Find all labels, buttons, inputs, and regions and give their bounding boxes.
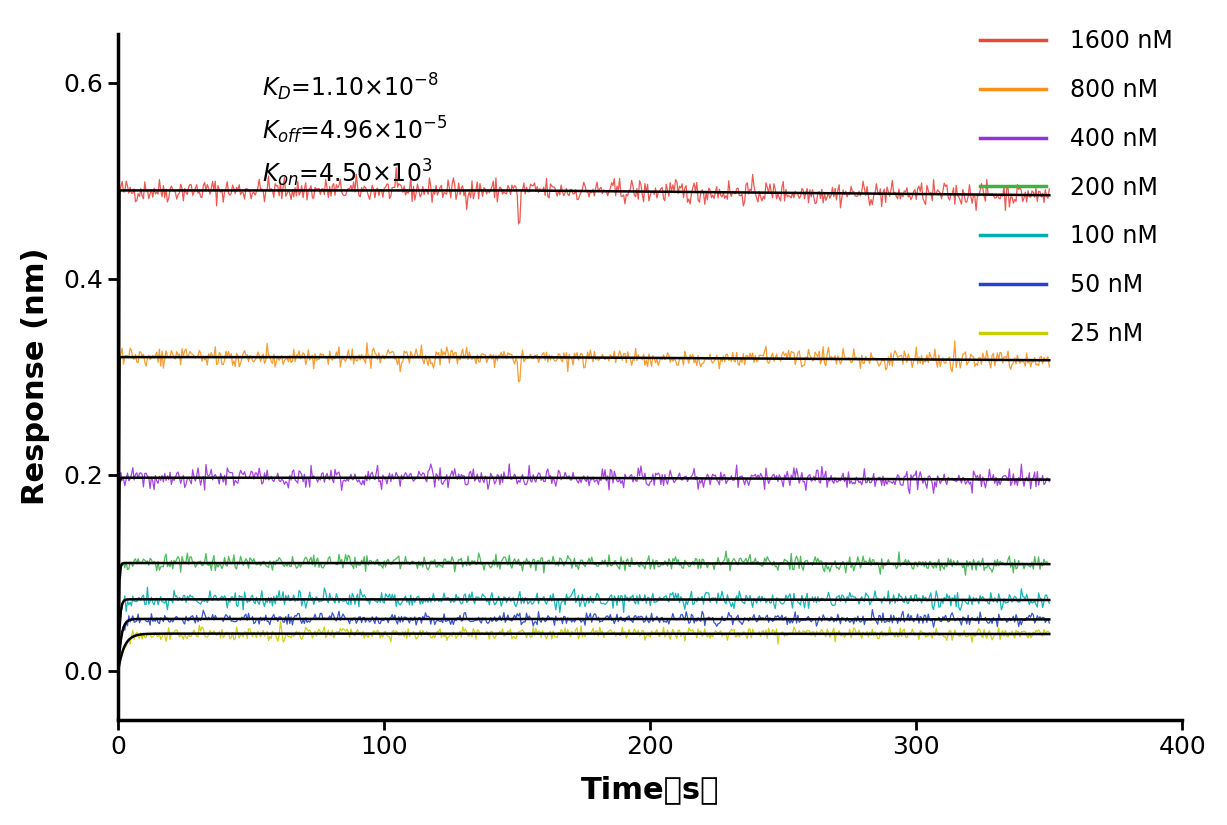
Y-axis label: Response (nm): Response (nm) (21, 248, 50, 506)
Legend: 1600 nM, 800 nM, 400 nM, 200 nM, 100 nM, 50 nM, 25 nM: 1600 nM, 800 nM, 400 nM, 200 nM, 100 nM,… (971, 20, 1183, 356)
Text: $K_{on}$=4.50×10$^{3}$: $K_{on}$=4.50×10$^{3}$ (261, 158, 432, 189)
Text: $K_{off}$=4.96×10$^{-5}$: $K_{off}$=4.96×10$^{-5}$ (261, 115, 447, 146)
Text: $K_D$=1.10×10$^{-8}$: $K_D$=1.10×10$^{-8}$ (261, 71, 438, 102)
X-axis label: Time（s）: Time（s） (582, 776, 719, 804)
